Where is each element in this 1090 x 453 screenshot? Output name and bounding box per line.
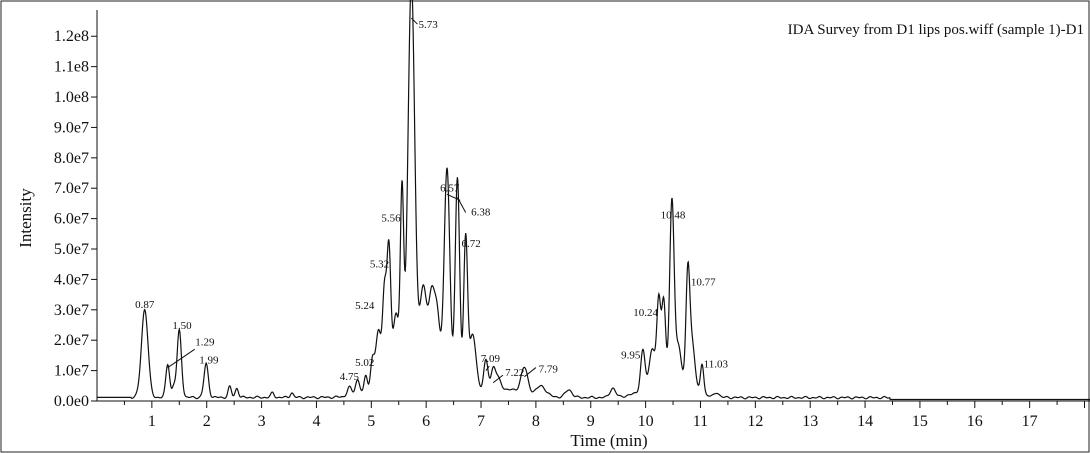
y-tick-label: 7.0e7 bbox=[54, 180, 89, 197]
y-tick-label: 0.0e0 bbox=[54, 393, 89, 410]
peak-label: 11.03 bbox=[704, 359, 729, 371]
peak-leader-line bbox=[457, 197, 467, 213]
peak-label: 10.77 bbox=[691, 277, 716, 289]
peak-label: 6.57 bbox=[440, 182, 460, 194]
x-tick-label: 12 bbox=[747, 413, 763, 430]
peak-label: 7.22 bbox=[505, 367, 524, 379]
x-tick-label: 3 bbox=[258, 413, 266, 430]
peak-label: 5.32 bbox=[370, 258, 389, 270]
y-axis-title: Intensity bbox=[16, 188, 35, 248]
peak-label: 5.56 bbox=[381, 213, 401, 225]
x-axis: 1 2 3 4 5 6 7 8 9 10 11 12 13 14 15 16 17 bbox=[97, 400, 1090, 430]
peak-leader-line bbox=[492, 374, 504, 384]
x-tick-label: 5 bbox=[367, 413, 375, 430]
x-tick-label: 11 bbox=[693, 413, 708, 430]
peak-label: 5.02 bbox=[355, 357, 374, 369]
peak-label: 7.09 bbox=[481, 353, 501, 365]
x-tick-label: 7 bbox=[477, 413, 485, 430]
y-tick-label: 8.0e7 bbox=[54, 150, 89, 167]
x-tick-label: 16 bbox=[967, 413, 983, 430]
x-tick-label: 15 bbox=[912, 413, 928, 430]
x-axis-title: Time (min) bbox=[570, 431, 647, 450]
y-tick-label: 4.0e7 bbox=[54, 271, 89, 288]
x-tick-label: 1 bbox=[148, 413, 156, 430]
y-tick-label: 9.0e7 bbox=[54, 119, 89, 136]
y-tick-label: 2.0e7 bbox=[54, 332, 89, 349]
peak-label: 9.95 bbox=[621, 349, 641, 361]
y-tick-label: 1.0e7 bbox=[54, 363, 89, 380]
x-tick-label: 17 bbox=[1022, 413, 1038, 430]
peak-leader-line bbox=[524, 367, 537, 378]
y-tick-label: 5.0e7 bbox=[54, 241, 89, 258]
y-tick-label: 1.2e8 bbox=[54, 28, 89, 45]
x-tick-label: 6 bbox=[422, 413, 430, 430]
peak-label: 0.87 bbox=[135, 299, 155, 311]
peak-label: 5.73 bbox=[418, 19, 438, 31]
peak-label: 5.24 bbox=[355, 300, 375, 312]
peak-label: 1.99 bbox=[199, 355, 219, 367]
peak-label: 6.72 bbox=[462, 238, 481, 250]
peak-leader-line bbox=[485, 365, 490, 371]
peak-leader-line bbox=[167, 348, 195, 368]
y-tick-label: 1.1e8 bbox=[54, 59, 89, 76]
y-tick-label: 6.0e7 bbox=[54, 211, 89, 228]
x-tick-label: 14 bbox=[857, 413, 873, 430]
chart-title: IDA Survey from D1 lips pos.wiff (sample… bbox=[788, 22, 1084, 38]
x-tick-label: 2 bbox=[203, 413, 211, 430]
peak-leader-line bbox=[411, 17, 418, 25]
peak-label: 6.38 bbox=[471, 207, 491, 219]
peak-label: 4.75 bbox=[340, 371, 360, 383]
y-tick-label: 1.0e8 bbox=[54, 89, 89, 106]
peak-label: 10.24 bbox=[633, 307, 658, 319]
x-tick-label: 4 bbox=[312, 413, 320, 430]
chromatogram-trace bbox=[97, 0, 1090, 401]
peak-labels: 0.87 1.291.50 1.99 4.75 5.02 5.24 5.32 5.56 5.73… bbox=[135, 17, 729, 384]
peak-label: 10.48 bbox=[661, 210, 686, 222]
y-tick-label: 3.0e7 bbox=[54, 302, 89, 319]
y-axis: 0.0e0 1.0e7 2.0e7 3.0e7 4.0e7 5.0e7 6.0e7 7.0e7… bbox=[54, 10, 98, 410]
x-tick-label: 9 bbox=[587, 413, 595, 430]
peak-label: 7.79 bbox=[539, 364, 559, 376]
x-tick-label: 13 bbox=[802, 413, 818, 430]
x-tick-label: 8 bbox=[532, 413, 540, 430]
peak-label: 1.29 bbox=[195, 336, 215, 348]
x-tick-label: 10 bbox=[638, 413, 654, 430]
peak-label: 1.50 bbox=[172, 320, 192, 332]
